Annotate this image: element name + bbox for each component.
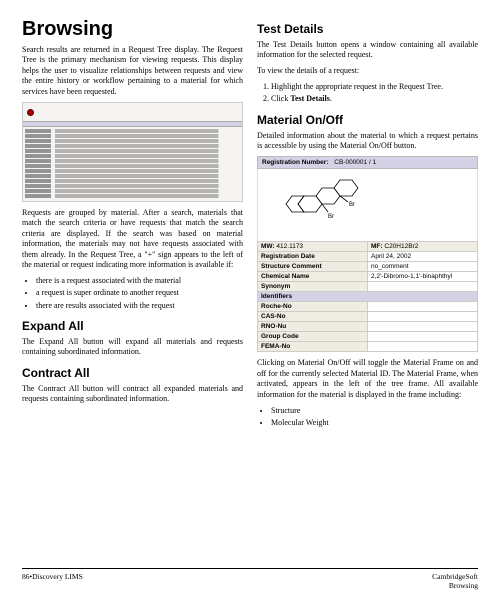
list-item: Molecular Weight [271, 417, 478, 428]
prop-value [368, 282, 478, 292]
conditions-list: there is a request associated with the m… [36, 275, 243, 311]
reg-number-label: Registration Number: [262, 159, 328, 166]
id-label: FEMA-No [258, 342, 368, 352]
identifiers-header: Identifiers [258, 292, 478, 302]
material-onoff-intro: Detailed information about the material … [257, 131, 478, 152]
material-toggle-paragraph: Clicking on Material On/Off will toggle … [257, 358, 478, 400]
request-tree-screenshot [22, 102, 243, 202]
mw-label: MW: [261, 243, 275, 250]
list-item: there are results associated with the re… [36, 300, 243, 311]
expand-all-text: The Expand All button will expand all ma… [22, 337, 243, 358]
prop-label: Registration Date [258, 252, 368, 262]
list-item: Structure [271, 405, 478, 416]
prop-value: April 24, 2002 [368, 252, 478, 262]
material-frame: Registration Number: CB-000001 / 1 Br Br [257, 156, 478, 352]
right-column: Test Details The Test Details button ope… [257, 18, 478, 433]
id-label: Roche-No [258, 302, 368, 312]
list-item: Highlight the appropriate request in the… [271, 81, 478, 92]
structure-diagram: Br Br [257, 169, 478, 241]
prop-label: Synonym [258, 282, 368, 292]
list-item: a request is super ordinate to another r… [36, 287, 243, 298]
test-details-heading: Test Details [257, 22, 478, 36]
page-title: Browsing [22, 18, 243, 41]
material-properties-table: MW: 412.1173 MF: C20H12Br2 Registration … [257, 241, 478, 352]
page-footer: 86•Discovery LIMS CambridgeSoft Browsing [22, 568, 478, 590]
mf-value: C20H12Br2 [384, 243, 418, 250]
record-icon [27, 109, 34, 116]
id-label: RNO-Nu [258, 322, 368, 332]
prop-label: Chemical Name [258, 272, 368, 282]
list-item: there is a request associated with the m… [36, 275, 243, 286]
steps-list: Highlight the appropriate request in the… [271, 81, 478, 104]
mw-value: 412.1173 [276, 243, 303, 250]
intro-paragraph: Search results are returned in a Request… [22, 45, 243, 97]
id-label: CAS-No [258, 312, 368, 322]
prop-value: 2,2'-Dibromo-1,1'-binaphthyl [368, 272, 478, 282]
left-column: Browsing Search results are returned in … [22, 18, 243, 433]
test-details-steps-intro: To view the details of a request: [257, 66, 478, 76]
list-item: Click Test Details. [271, 93, 478, 104]
reg-number-value: CB-000001 / 1 [334, 159, 376, 166]
material-onoff-heading: Material On/Off [257, 113, 478, 127]
grouping-paragraph: Requests are grouped by material. After … [22, 208, 243, 270]
footer-left: 86•Discovery LIMS [22, 572, 83, 590]
id-label: Group Code [258, 332, 368, 342]
svg-text:Br: Br [328, 214, 334, 220]
expand-all-heading: Expand All [22, 319, 243, 333]
contract-all-heading: Contract All [22, 366, 243, 380]
contract-all-text: The Contract All button will contract al… [22, 384, 243, 405]
frame-info-list: Structure Molecular Weight [271, 405, 478, 428]
footer-right: CambridgeSoft Browsing [432, 572, 478, 590]
svg-text:Br: Br [349, 202, 355, 208]
test-details-intro: The Test Details button opens a window c… [257, 40, 478, 61]
mf-label: MF: [371, 243, 383, 250]
prop-label: Structure Comment [258, 262, 368, 272]
prop-value: no_comment [368, 262, 478, 272]
